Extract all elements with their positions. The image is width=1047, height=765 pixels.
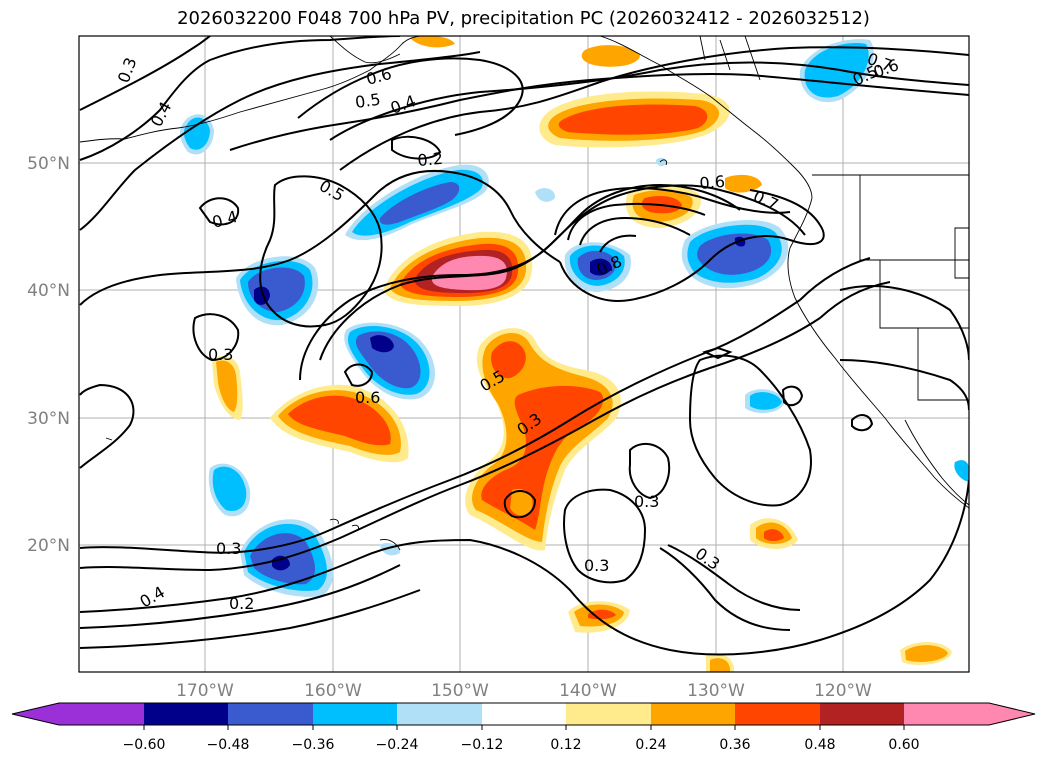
lon-label: 140°W bbox=[559, 681, 617, 701]
colorbar-tick: −0.60 bbox=[123, 737, 166, 753]
gridlines bbox=[79, 36, 969, 672]
lon-label: 120°W bbox=[814, 681, 872, 701]
lat-label: 20°N bbox=[27, 536, 70, 556]
lon-label: 170°W bbox=[176, 681, 234, 701]
colorbar-tick: 0.12 bbox=[550, 737, 581, 753]
contour-label: 0.2 bbox=[229, 594, 254, 613]
colorbar-tick: −0.48 bbox=[207, 737, 250, 753]
longitude-labels: 170°W 160°W 150°W 140°W 130°W 120°W bbox=[176, 681, 872, 701]
map-title: 2026032200 F048 700 hPa PV, precipitatio… bbox=[177, 8, 870, 29]
contour-label: 0.2 bbox=[417, 149, 444, 170]
colorbar-tick: 0.48 bbox=[804, 737, 835, 753]
colorbar-tick: −0.24 bbox=[376, 737, 419, 753]
contour-labels: 0.3 0.4 0.6 0.5 0.4 0.2 0.5 0.4 0.6 0.7 … bbox=[114, 49, 901, 613]
colorbar-tick: 0.36 bbox=[719, 737, 750, 753]
map-frame bbox=[78, 35, 970, 673]
colorbar-tick: 0.24 bbox=[635, 737, 666, 753]
contour-label: 0.3 bbox=[216, 539, 241, 558]
colorbar-tick: −0.12 bbox=[461, 737, 504, 753]
colorbar-over-arrow bbox=[989, 703, 1035, 725]
filled-anomalies bbox=[180, 36, 969, 672]
colorbar-tick: −0.36 bbox=[292, 737, 335, 753]
colorbar: −0.60 −0.48 −0.36 −0.24 −0.12 0.12 0.24 … bbox=[11, 702, 1036, 753]
contour-label: 0.3 bbox=[208, 345, 233, 364]
contour-label: 0.5 bbox=[354, 90, 382, 112]
contour-label: 0.3 bbox=[634, 492, 659, 511]
lon-label: 160°W bbox=[304, 681, 362, 701]
colorbar-tick: 0.60 bbox=[888, 737, 919, 753]
coastlines bbox=[79, 36, 969, 551]
contour-label: 0.3 bbox=[584, 556, 609, 575]
lat-label: 40°N bbox=[27, 281, 70, 301]
lat-label: 30°N bbox=[27, 409, 70, 429]
contour-label: 0.6 bbox=[699, 172, 726, 193]
lon-label: 150°W bbox=[431, 681, 489, 701]
colorbar-under-arrow bbox=[12, 703, 59, 725]
latitude-labels: 50°N 40°N 30°N 20°N bbox=[27, 154, 70, 556]
contour-label: 0.6 bbox=[355, 388, 380, 407]
pv-contours bbox=[79, 36, 969, 656]
lon-label: 130°W bbox=[687, 681, 745, 701]
lat-label: 50°N bbox=[27, 154, 70, 174]
